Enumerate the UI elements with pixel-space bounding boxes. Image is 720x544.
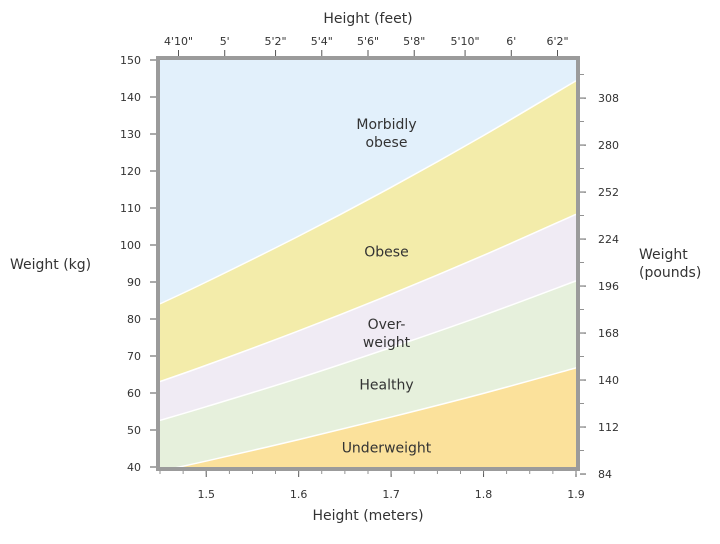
right-tick-label: 280 — [598, 139, 619, 152]
region-label-line: Over- — [368, 317, 406, 333]
right-axis-title-line: Weight — [639, 247, 688, 263]
top-tick-label: 5'6" — [357, 35, 379, 48]
left-axis-title: Weight (kg) — [10, 257, 91, 273]
top-axis: 4'10" 5' 5'2" 5'4" 5'6" 5'8" 5'10" 6' 6'2" — [164, 35, 569, 56]
left-tick-label: 100 — [120, 239, 141, 252]
bottom-tick-label: 1.5 — [197, 488, 215, 501]
left-tick-label: 40 — [127, 461, 141, 474]
boundary-line — [175, 367, 576, 467]
bottom-axis-title: Height (meters) — [312, 508, 423, 524]
left-tick-label: 60 — [127, 387, 141, 400]
right-tick-label: 196 — [598, 280, 619, 293]
bottom-tick-label: 1.9 — [567, 488, 585, 501]
bmi-boundaries — [160, 80, 576, 467]
left-tick-label: 90 — [127, 276, 141, 289]
right-tick-label: 168 — [598, 327, 619, 340]
top-tick-label: 6' — [506, 35, 516, 48]
top-tick-label: 5'8" — [403, 35, 425, 48]
region-label: Underweight — [342, 441, 432, 457]
right-tick-label: 140 — [598, 374, 619, 387]
plot-frame — [156, 56, 580, 471]
boundary-line — [160, 80, 576, 305]
top-axis-title: Height (feet) — [323, 11, 412, 27]
region-label-line: Underweight — [342, 441, 432, 457]
region-label: Over-weight — [363, 317, 411, 351]
right-tick-label: 252 — [598, 186, 619, 199]
right-tick-label: 84 — [598, 468, 612, 481]
top-tick-label: 5'10" — [451, 35, 480, 48]
left-tick-label: 110 — [120, 202, 141, 215]
right-tick-label: 308 — [598, 92, 619, 105]
left-tick-label: 140 — [120, 91, 141, 104]
left-tick-label: 50 — [127, 424, 141, 437]
left-tick-label: 130 — [120, 128, 141, 141]
bottom-tick-label: 1.6 — [290, 488, 308, 501]
region-label-line: Obese — [364, 244, 408, 260]
region-label: Obese — [364, 244, 408, 260]
region-label: Morbidly obese — [356, 117, 416, 151]
right-axis-title: Weight (pounds) — [639, 247, 701, 281]
top-tick-label: 6'2" — [546, 35, 568, 48]
region-morbidly-obese — [160, 60, 576, 304]
region-label: Healthy — [359, 378, 413, 394]
right-tick-label: 224 — [598, 233, 619, 246]
left-tick-label: 70 — [127, 350, 141, 363]
top-tick-label: 4'10" — [164, 35, 193, 48]
bottom-tick-label: 1.7 — [382, 488, 400, 501]
right-axis-title-line: (pounds) — [639, 265, 701, 281]
boundary-line — [160, 213, 576, 383]
left-tick-label: 120 — [120, 165, 141, 178]
top-tick-label: 5'4" — [311, 35, 333, 48]
bottom-axis: 1.5 1.6 1.7 1.8 1.9 — [159, 471, 585, 501]
region-labels: Underweight Healthy Over-weight Obese Morbid… — [342, 117, 432, 457]
top-tick-label: 5'2" — [265, 35, 287, 48]
top-tick-label: 5' — [220, 35, 230, 48]
bmi-regions — [160, 60, 576, 467]
left-tick-label: 150 — [120, 54, 141, 67]
left-axis: 40 50 60 70 80 90 100 110 120 130 140 150 — [120, 54, 156, 474]
region-label-line: weight — [363, 335, 411, 351]
right-axis: 84 112 140 168 196 224 252 280 308 — [580, 74, 619, 481]
right-tick-label: 112 — [598, 421, 619, 434]
left-tick-label: 80 — [127, 313, 141, 326]
region-label-line: obese — [365, 135, 407, 151]
region-label-line: Morbidly — [356, 117, 416, 133]
boundary-line — [160, 280, 576, 422]
region-label-line: Healthy — [359, 378, 413, 394]
bottom-tick-label: 1.8 — [475, 488, 493, 501]
